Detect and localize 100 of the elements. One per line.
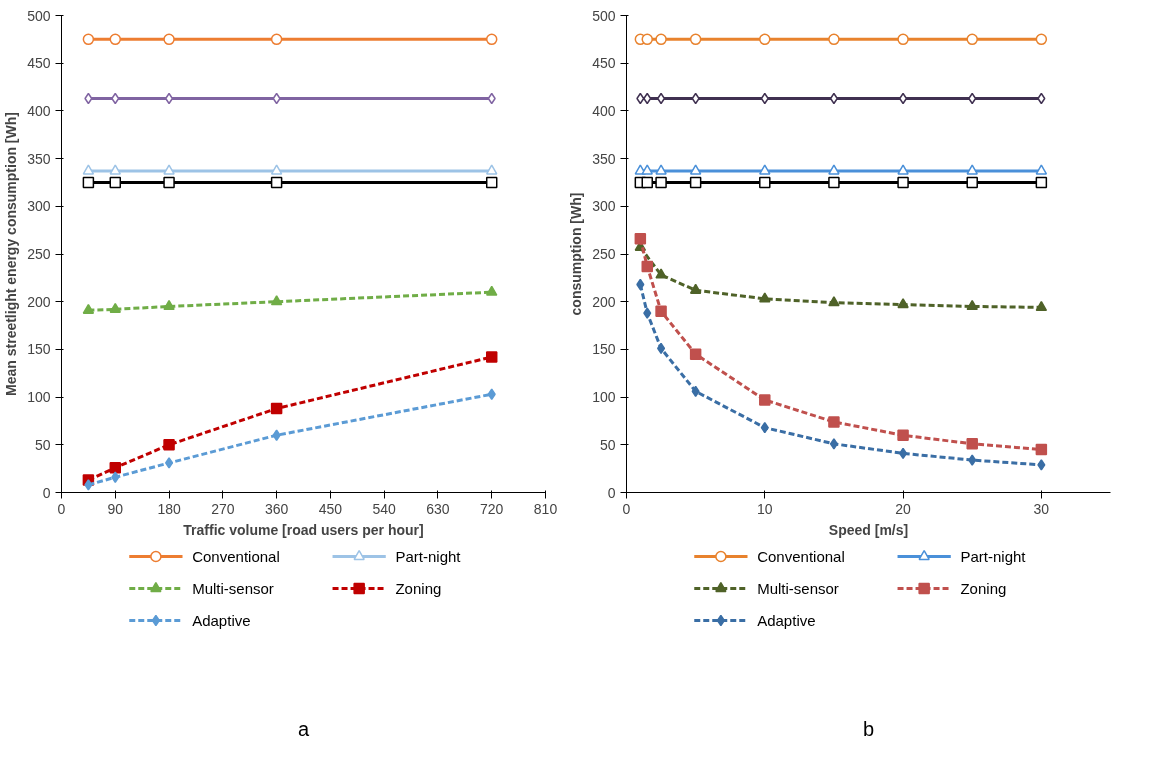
point xyxy=(689,283,702,294)
y-tick-label: 350 xyxy=(27,150,51,167)
y-tick-label: 0 xyxy=(42,484,51,501)
point xyxy=(82,164,95,175)
point xyxy=(270,402,283,415)
legend-label: Zoning xyxy=(960,580,1007,597)
x-tick-label: 180 xyxy=(157,500,181,517)
point xyxy=(759,394,771,406)
legend-label: Conventional xyxy=(757,548,845,565)
point xyxy=(828,416,840,428)
x-tick-label: 270 xyxy=(211,500,235,517)
point xyxy=(111,471,120,483)
point xyxy=(897,33,909,46)
y-tick-label: 400 xyxy=(592,102,616,119)
point xyxy=(634,232,647,245)
point xyxy=(487,388,496,400)
y-tick-label: 0 xyxy=(607,484,616,501)
y-tick-label: 300 xyxy=(27,198,51,215)
point xyxy=(966,438,978,450)
point xyxy=(641,164,653,175)
y-axis-title: Mean streetlight energy consumption [Wh] xyxy=(3,112,20,396)
point xyxy=(109,302,122,313)
y-tick-label: 150 xyxy=(592,341,616,358)
point xyxy=(485,164,498,175)
point xyxy=(82,176,95,189)
point xyxy=(270,295,283,306)
x-tick-label: 10 xyxy=(757,500,773,517)
point xyxy=(897,164,909,175)
x-tick-label: 30 xyxy=(1033,500,1050,517)
point xyxy=(1035,300,1048,312)
y-tick-label: 500 xyxy=(27,7,51,24)
point xyxy=(641,260,653,273)
y-tick-label: 500 xyxy=(592,7,616,24)
legend-label: Adaptive xyxy=(757,612,816,629)
y-tick-label: 250 xyxy=(27,246,51,262)
x-tick-label: 0 xyxy=(57,500,66,517)
x-tick-label: 450 xyxy=(318,500,343,517)
point xyxy=(689,33,702,46)
point xyxy=(109,33,122,46)
point xyxy=(270,33,283,46)
x-tick-label: 630 xyxy=(426,500,450,517)
point xyxy=(689,176,702,189)
point xyxy=(968,454,977,466)
legend-label: Part-night xyxy=(395,548,462,565)
x-axis-title: Traffic volume [road users per hour] xyxy=(183,521,424,538)
y-tick-label: 150 xyxy=(27,341,51,358)
point xyxy=(1035,33,1048,46)
point xyxy=(163,299,175,311)
y-tick-label: 100 xyxy=(592,389,616,406)
point xyxy=(689,164,702,175)
point xyxy=(641,176,653,189)
point xyxy=(82,33,95,46)
point xyxy=(109,461,122,474)
point xyxy=(485,285,498,296)
point xyxy=(485,351,498,363)
point xyxy=(966,164,978,175)
legend-label: Conventional xyxy=(192,548,280,565)
point xyxy=(643,307,652,319)
point xyxy=(897,298,909,309)
point xyxy=(270,164,283,175)
point xyxy=(1037,459,1046,471)
y-tick-label: 50 xyxy=(599,436,616,453)
y-tick-label: 100 xyxy=(27,389,51,406)
x-tick-label: 90 xyxy=(107,500,124,517)
point xyxy=(759,176,771,189)
point xyxy=(270,176,283,189)
point xyxy=(966,176,978,189)
text: a xyxy=(297,717,310,740)
point xyxy=(689,348,702,360)
point xyxy=(655,305,667,317)
x-tick-label: 540 xyxy=(372,500,397,517)
point xyxy=(828,176,840,189)
legend-label: Adaptive xyxy=(192,612,251,629)
y-tick-label: 450 xyxy=(27,55,51,72)
x-tick-label: 810 xyxy=(533,500,558,517)
y-tick-label: 450 xyxy=(592,55,616,72)
point xyxy=(898,92,908,105)
x-axis-title: Speed [m/s] xyxy=(828,521,909,538)
legend-label: Multi-sensor xyxy=(192,580,274,597)
point xyxy=(109,176,122,189)
point xyxy=(897,429,909,442)
y-tick-label: 200 xyxy=(592,293,616,310)
point xyxy=(163,164,175,175)
x-tick-label: 0 xyxy=(622,500,631,517)
y-tick-label: 50 xyxy=(34,436,51,453)
point xyxy=(828,296,840,307)
point xyxy=(759,33,771,46)
legend-label: Multi-sensor xyxy=(757,580,839,597)
point xyxy=(164,457,174,469)
point xyxy=(109,164,122,175)
point xyxy=(655,33,667,46)
text: b xyxy=(862,717,875,740)
point xyxy=(828,33,840,46)
point xyxy=(656,342,666,355)
legend-label: Zoning xyxy=(395,580,442,597)
point xyxy=(163,439,175,451)
point xyxy=(82,303,95,314)
point xyxy=(485,176,498,189)
point xyxy=(966,33,978,46)
point xyxy=(829,438,839,450)
